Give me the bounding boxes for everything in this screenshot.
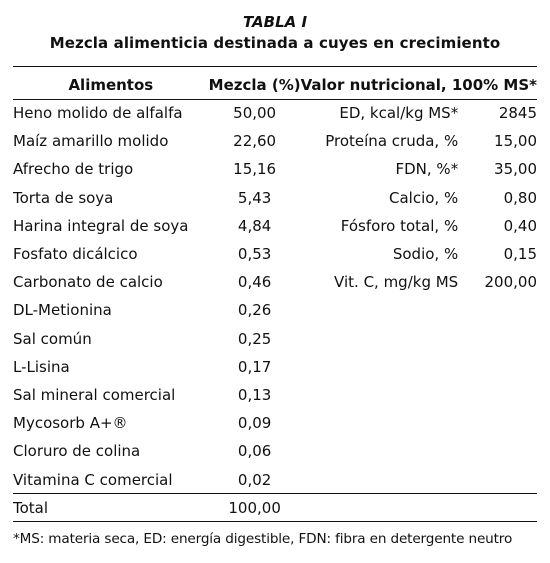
mix-percent: 0,09 [237, 414, 272, 433]
nutrient-name: Fósforo total, % [340, 216, 459, 235]
table-row: Mycosorb A+® 0,09 [13, 409, 537, 437]
food-name: Harina integral de soya [13, 216, 189, 235]
feed-mixture-table: Alimentos Mezcla (%) Valor nutricional, … [13, 71, 537, 522]
nutrient-name [301, 381, 459, 409]
nutrient-value: 0,80 [503, 188, 537, 207]
table-row: Harina integral de soya 4,84 Fósforo total… [13, 212, 537, 240]
nutrient-value: 0,15 [503, 245, 537, 264]
mix-percent: 50,00 [233, 104, 277, 123]
total-row: Total 100,00 [13, 494, 537, 522]
nutrient-name [301, 353, 459, 381]
nutrient-value: 0,40 [503, 216, 537, 235]
mix-percent: 22,60 [233, 132, 277, 151]
nutrient-name: Vit. C, mg/kg MS [334, 273, 459, 292]
table-row: Torta de soya 5,43 Calcio, % 0,80 [13, 184, 537, 212]
mix-percent: 0,53 [237, 245, 272, 264]
header-mix: Mezcla (%) [208, 76, 301, 94]
nutrient-name [301, 465, 459, 493]
header-food: Alimentos [68, 76, 154, 94]
mix-percent: 0,06 [237, 442, 272, 461]
header-nutrition: Valor nutricional, 100% MS* [300, 76, 537, 94]
nutrient-value [458, 381, 537, 409]
table-row: Maíz amarillo molido 22,60 Proteína cruda,… [13, 127, 537, 155]
total-value-empty [458, 494, 537, 522]
mix-percent: 0,26 [237, 301, 272, 320]
food-name: DL-Metionina [13, 301, 112, 320]
food-name: Afrecho de trigo [13, 160, 134, 179]
nutrient-value [458, 409, 537, 437]
nutrient-value [458, 353, 537, 381]
food-name: Cloruro de colina [13, 442, 141, 461]
nutrient-value: 15,00 [494, 132, 537, 151]
nutrient-name: Calcio, % [388, 188, 459, 207]
nutrient-name: Sodio, % [392, 245, 459, 264]
mix-percent: 0,17 [237, 357, 272, 376]
food-name: Sal mineral comercial [13, 385, 176, 404]
food-name: Mycosorb A+® [13, 414, 128, 433]
mix-percent: 15,16 [233, 160, 277, 179]
food-name: Maíz amarillo molido [13, 132, 169, 151]
nutrient-name: FDN, %* [395, 160, 459, 179]
table-label: TABLA I [242, 13, 308, 31]
food-name: Carbonato de calcio [13, 273, 163, 292]
top-rule [13, 66, 537, 67]
nutrient-value [458, 296, 537, 324]
nutrient-name: ED, kcal/kg MS* [339, 104, 459, 123]
nutrient-name: Proteína cruda, % [325, 132, 459, 151]
nutrient-value: 200,00 [484, 273, 538, 292]
table-row: Heno molido de alfalfa 50,00 ED, kcal/kg M… [13, 99, 537, 127]
nutrient-value: 35,00 [494, 160, 537, 179]
table-row: Sal común 0,25 [13, 325, 537, 353]
table-row: Carbonato de calcio 0,46 Vit. C, mg/kg MS 2… [13, 268, 537, 296]
nutrient-name [301, 296, 459, 324]
mix-percent: 0,25 [237, 329, 272, 348]
table-row: Cloruro de colina 0,06 [13, 437, 537, 465]
nutrient-value [458, 325, 537, 353]
food-name: Heno molido de alfalfa [13, 104, 183, 123]
table-row: Afrecho de trigo 15,16 FDN, %* 35,00 [13, 155, 537, 183]
table-row: Sal mineral comercial 0,13 [13, 381, 537, 409]
mix-percent: 5,43 [237, 188, 272, 207]
table-title: Mezcla alimenticia destinada a cuyes en … [49, 34, 501, 52]
header-rule [13, 99, 537, 100]
mix-percent: 0,02 [237, 470, 272, 489]
total-nutrient-empty [301, 494, 459, 522]
nutrient-value: 2845 [498, 104, 537, 123]
table-row: DL-Metionina 0,26 [13, 296, 537, 324]
food-name: Fosfato dicálcico [13, 245, 138, 264]
total-rule [13, 493, 537, 494]
table-row: L-Lisina 0,17 [13, 353, 537, 381]
nutrient-name [301, 325, 459, 353]
mix-percent: 4,84 [237, 216, 272, 235]
nutrient-name [301, 437, 459, 465]
table-row: Fosfato dicálcico 0,53 Sodio, % 0,15 [13, 240, 537, 268]
mix-percent: 0,13 [237, 385, 272, 404]
nutrient-value [458, 437, 537, 465]
food-name: L-Lisina [13, 357, 70, 376]
mix-percent: 0,46 [237, 273, 272, 292]
nutrient-name [301, 409, 459, 437]
total-label: Total [13, 498, 49, 517]
food-name: Sal común [13, 329, 92, 348]
table-row: Vitamina C comercial 0,02 [13, 465, 537, 493]
header-row: Alimentos Mezcla (%) Valor nutricional, … [13, 71, 537, 99]
total-pct: 100,00 [228, 498, 281, 517]
table-footnote: *MS: materia seca, ED: energía digestibl… [13, 531, 513, 547]
bottom-rule [13, 521, 537, 522]
food-name: Vitamina C comercial [13, 470, 173, 489]
food-name: Torta de soya [13, 188, 114, 207]
nutrient-value [458, 465, 537, 493]
